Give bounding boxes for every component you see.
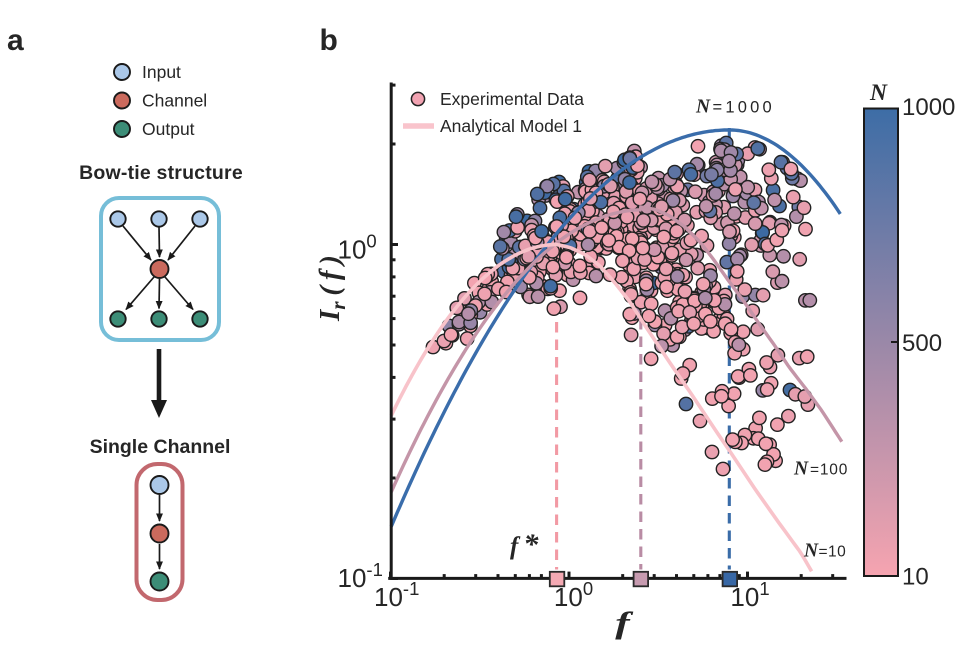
svg-text:Single Channel: Single Channel	[90, 436, 231, 458]
svg-text:f: f	[615, 606, 633, 641]
svg-text:a: a	[7, 24, 24, 57]
svg-text:Bow-tie structure: Bow-tie structure	[79, 162, 243, 184]
svg-text:N: N	[793, 459, 809, 480]
svg-text:500: 500	[902, 330, 942, 357]
svg-text:1000: 1000	[902, 94, 955, 121]
svg-text:Experimental Data: Experimental Data	[440, 89, 584, 109]
svg-text:Output: Output	[142, 119, 195, 139]
svg-text:=10: =10	[819, 544, 847, 561]
svg-text:=1000: =1000	[713, 99, 775, 117]
svg-text:Analytical Model 1: Analytical Model 1	[440, 116, 582, 136]
svg-text:Channel: Channel	[142, 91, 207, 111]
svg-text:Input: Input	[142, 62, 181, 82]
svg-text:b: b	[320, 24, 338, 57]
svg-text:N: N	[695, 97, 711, 118]
svg-text:10: 10	[902, 564, 929, 591]
svg-text:f *: f *	[510, 528, 539, 561]
svg-text:=100: =100	[810, 462, 848, 479]
svg-text:N: N	[803, 541, 819, 562]
svg-text:N: N	[869, 80, 888, 106]
svg-text:Ir ( f ): Ir ( f )	[314, 255, 350, 322]
